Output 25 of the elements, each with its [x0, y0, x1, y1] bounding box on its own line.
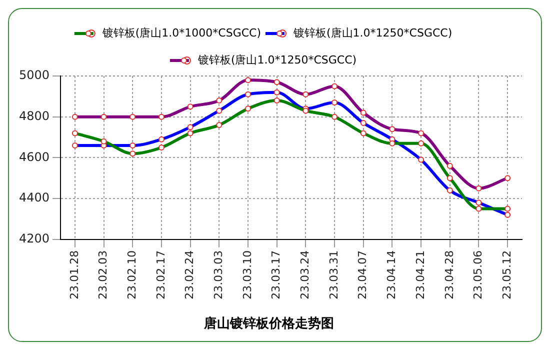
x-tick-label: 23.03.31 — [327, 250, 340, 300]
x-tick-label: 23.02.17 — [154, 250, 168, 300]
x-tick-label: 23.04.14 — [385, 250, 398, 300]
x-tick-label: 23.03.24 — [298, 250, 312, 300]
y-tick-label: 4800 — [18, 108, 50, 123]
x-tick-label: 23.02.10 — [126, 250, 138, 300]
x-tick-label: 23.02.03 — [96, 250, 110, 300]
x-tick-label: 23.05.06 — [472, 250, 485, 300]
y-tick-label: 4600 — [18, 150, 50, 164]
x-tick-label: 23.05.12 — [500, 250, 514, 300]
y-tick-label: 4200 — [18, 232, 50, 246]
x-tick-label: 23.01.28 — [68, 250, 81, 300]
x-tick-label: 23.04.07 — [356, 250, 370, 300]
x-tick-label: 23.03.17 — [270, 250, 283, 300]
x-tick-label: 23.02.24 — [183, 250, 196, 300]
x-tick-label: 23.03.03 — [212, 250, 226, 300]
legend-label: 镀锌板(唐山1.0*1250*CSGCC) — [196, 53, 357, 66]
y-tick-label: 5000 — [18, 68, 50, 82]
x-tick-label: 23.03.10 — [240, 250, 254, 300]
x-tick-label: 23.04.28 — [442, 250, 456, 300]
y-tick-label: 4400 — [18, 190, 50, 205]
legend-label: 镀锌板(唐山1.0*1000*CSGCC) — [101, 26, 262, 40]
text: 唐山镀锌板价格走势图 — [203, 316, 334, 332]
legend-label: 镀锌板(唐山1.0*1250*CSGCC) — [292, 26, 452, 40]
x-tick-label: 23.04.21 — [414, 250, 427, 300]
